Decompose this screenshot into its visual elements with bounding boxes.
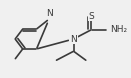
Text: N: N xyxy=(70,34,77,44)
Text: S: S xyxy=(88,12,94,21)
Text: NH₂: NH₂ xyxy=(110,25,127,34)
Text: N: N xyxy=(46,9,52,18)
